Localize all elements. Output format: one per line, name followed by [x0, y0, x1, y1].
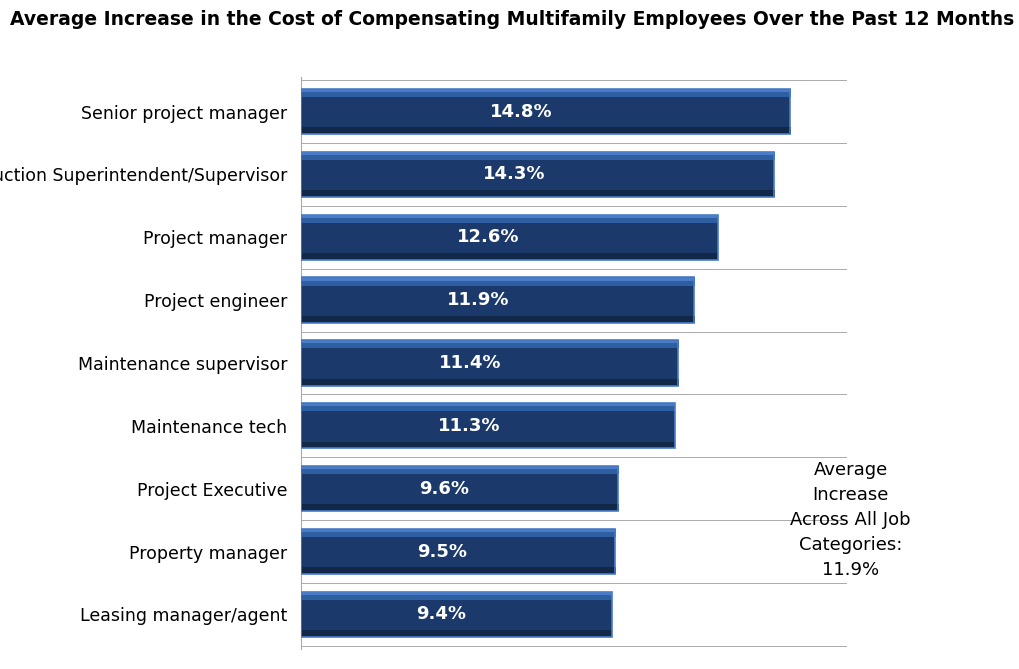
Bar [301, 467, 618, 469]
Bar [301, 529, 614, 574]
Text: 11.9%: 11.9% [446, 291, 508, 309]
Bar [301, 529, 614, 532]
Bar [302, 379, 678, 385]
Bar [301, 591, 611, 637]
Bar [302, 341, 678, 349]
Bar [301, 152, 773, 197]
Bar [301, 529, 614, 574]
Bar [301, 466, 618, 511]
Bar [302, 567, 615, 574]
Text: 11.4%: 11.4% [439, 354, 501, 372]
Text: 14.8%: 14.8% [489, 102, 552, 120]
Bar [301, 89, 790, 134]
Bar [301, 278, 694, 322]
Bar [302, 591, 611, 600]
Bar [302, 152, 773, 160]
Bar [301, 592, 611, 595]
Bar [302, 442, 675, 448]
Bar [301, 215, 717, 260]
Bar [301, 153, 773, 155]
Bar [302, 630, 611, 637]
Bar [301, 152, 773, 197]
Bar [301, 341, 678, 343]
Text: 12.6%: 12.6% [457, 228, 519, 246]
Bar [302, 190, 773, 197]
Text: 9.5%: 9.5% [417, 543, 467, 561]
Bar [301, 466, 618, 511]
Bar [302, 466, 619, 474]
Text: 14.3%: 14.3% [482, 165, 544, 183]
Bar [301, 591, 611, 637]
Text: 11.3%: 11.3% [437, 417, 500, 435]
Bar [301, 278, 694, 280]
Text: Average
Increase
Across All Job
Categories:
11.9%: Average Increase Across All Job Categori… [790, 461, 910, 579]
Bar [301, 89, 790, 134]
Bar [301, 341, 678, 385]
Bar [302, 316, 694, 322]
Bar [301, 278, 694, 322]
Bar [301, 403, 674, 448]
Bar [301, 215, 717, 260]
Bar [302, 253, 717, 260]
Bar [301, 341, 678, 385]
Text: 9.6%: 9.6% [419, 480, 469, 498]
Bar [301, 215, 717, 217]
Bar [301, 90, 790, 92]
Bar [302, 89, 791, 97]
Bar [302, 504, 619, 511]
Bar [302, 278, 694, 286]
Bar [301, 403, 674, 448]
Text: 9.4%: 9.4% [416, 605, 466, 624]
Text: Average Increase in the Cost of Compensating Multifamily Employees Over the Past: Average Increase in the Cost of Compensa… [10, 10, 1014, 29]
Bar [302, 215, 717, 223]
Bar [301, 404, 674, 406]
Bar [302, 127, 791, 134]
Bar [302, 403, 675, 411]
Bar [302, 529, 615, 537]
